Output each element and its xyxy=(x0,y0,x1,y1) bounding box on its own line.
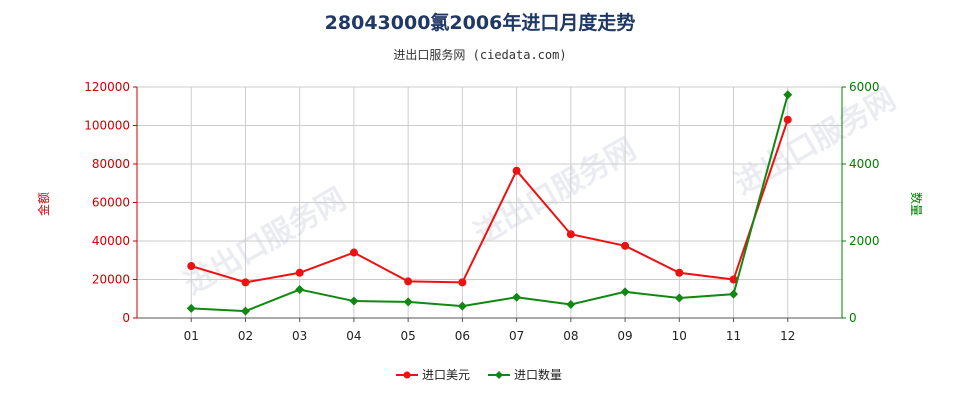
x-tick-label-3: 04 xyxy=(346,329,361,343)
series-0-point-10 xyxy=(729,275,738,284)
series-1-point-8 xyxy=(620,287,630,297)
series-0-point-11 xyxy=(783,115,792,124)
y-tick-label-left-4: 80000 xyxy=(92,157,130,171)
series-1-point-6 xyxy=(512,292,522,302)
y-tick-label-left-5: 100000 xyxy=(84,119,130,133)
legend-label-1: 进口数量 xyxy=(514,367,562,382)
series-0-point-2 xyxy=(295,268,304,277)
series-1-point-7 xyxy=(566,300,576,310)
x-tick-label-10: 11 xyxy=(726,329,741,343)
watermark-text-1: 进出口服务网 xyxy=(469,132,642,252)
series-0-point-5 xyxy=(458,278,467,287)
y-tick-label-left-6: 120000 xyxy=(84,80,130,94)
series xyxy=(186,90,793,316)
legend: 进口美元 进口数量 xyxy=(396,367,562,382)
series-0-point-6 xyxy=(512,166,521,175)
series-1-point-4 xyxy=(403,297,413,307)
series-0-point-7 xyxy=(566,230,575,239)
series-0-point-0 xyxy=(187,262,196,271)
x-tick-label-5: 06 xyxy=(455,329,470,343)
series-1-point-2 xyxy=(295,285,305,295)
y-axis-label-right: 数量 xyxy=(909,192,924,216)
series-1-point-5 xyxy=(457,301,467,311)
y-tick-label-right-2: 4000 xyxy=(849,157,880,171)
x-tick-label-1: 02 xyxy=(238,329,253,343)
y-tick-label-left-3: 60000 xyxy=(92,196,130,210)
x-tick-label-8: 09 xyxy=(617,329,632,343)
y-tick-label-left-2: 40000 xyxy=(92,234,130,248)
legend-label-0: 进口美元 xyxy=(422,368,470,382)
tick-labels: 0 20000 40000 60000 80000 100000 120000 0 2000 40… xyxy=(84,80,879,343)
series-line-1 xyxy=(191,94,789,313)
x-tick-label-6: 07 xyxy=(509,329,524,343)
watermark-text-2: 进出口服务网 xyxy=(729,82,902,202)
series-1-point-3 xyxy=(349,296,359,306)
series-0-point-1 xyxy=(241,278,250,287)
x-tick-label-4: 05 xyxy=(401,329,416,343)
series-0-point-3 xyxy=(349,248,358,257)
y-axis-label-left: 金额 xyxy=(36,192,51,216)
y-tick-label-right-0: 0 xyxy=(849,311,857,325)
x-tick-label-9: 10 xyxy=(672,329,687,343)
series-0-point-9 xyxy=(675,268,684,277)
x-tick-label-11: 12 xyxy=(780,329,795,343)
legend-marker-1 xyxy=(495,371,503,379)
legend-marker-0 xyxy=(403,371,411,379)
chart-title: 28043000氯2006年进口月度走势 xyxy=(325,11,636,34)
x-tick-label-0: 01 xyxy=(184,329,199,343)
watermark-layer: 进出口服务网 进出口服务网 进出口服务网 xyxy=(179,82,902,302)
series-0-point-8 xyxy=(621,241,630,250)
chart-subtitle: 进出口服务网 (ciedata.com) xyxy=(393,47,566,62)
series-line-0 xyxy=(190,119,789,284)
series-1-point-1 xyxy=(240,306,250,316)
series-1-point-9 xyxy=(674,293,684,303)
series-1-point-10 xyxy=(729,289,739,299)
series-1-point-11 xyxy=(783,90,793,100)
watermark-text-0: 进出口服务网 xyxy=(179,182,352,302)
y-tick-label-left-0: 0 xyxy=(122,311,130,325)
series-0-point-4 xyxy=(404,277,413,286)
y-tick-label-left-1: 20000 xyxy=(92,273,130,287)
y-tick-label-right-3: 6000 xyxy=(849,80,880,94)
x-tick-label-7: 08 xyxy=(563,329,578,343)
y-tick-label-right-1: 2000 xyxy=(849,234,880,248)
series-1-point-0 xyxy=(186,303,196,313)
x-tick-label-2: 03 xyxy=(292,329,307,343)
